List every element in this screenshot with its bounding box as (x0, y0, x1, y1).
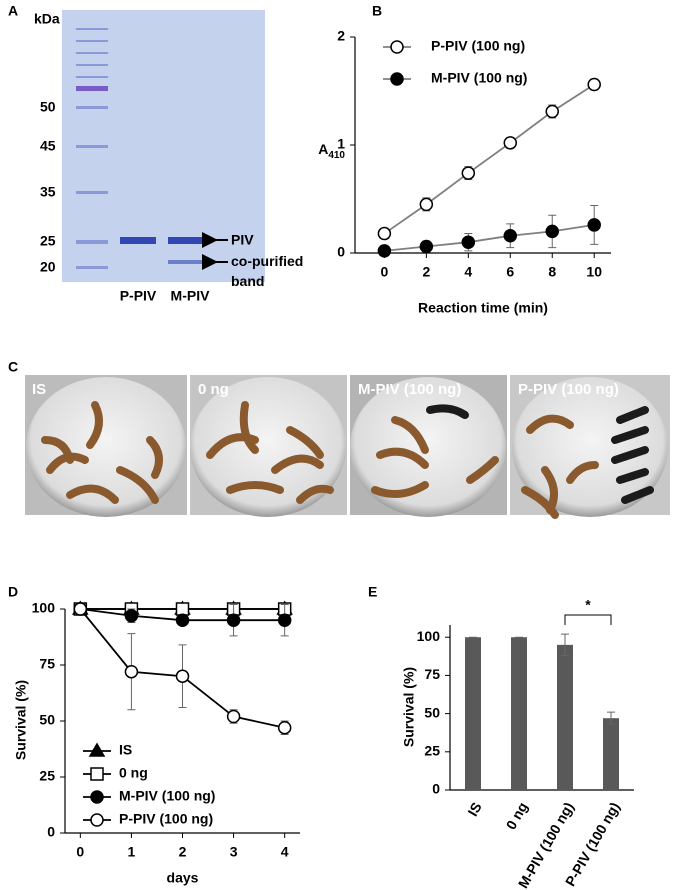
x-tick-label: 1 (128, 844, 136, 860)
y-tick-label: 1 (337, 136, 345, 152)
marker (587, 218, 601, 232)
marker (377, 226, 392, 241)
marker (419, 197, 434, 212)
y-axis-title: Survival (%) (13, 680, 29, 760)
marker (277, 720, 292, 735)
panel-letter: B (372, 3, 382, 19)
legend-label: M-PIV (100 ng) (431, 70, 527, 86)
photo-strip (25, 375, 670, 519)
bar (557, 644, 573, 790)
marker (175, 613, 190, 627)
legend-marker (390, 40, 404, 54)
marker (419, 239, 434, 254)
y-axis-title: A410 (318, 141, 345, 161)
lane-label: M-PIV (171, 288, 211, 304)
panel-letter: E (368, 584, 377, 600)
gel-unit: kDa (34, 11, 60, 27)
marker (73, 602, 88, 616)
marker (587, 77, 601, 92)
series-line (383, 83, 595, 235)
x-tick-label: 0 (76, 844, 84, 860)
significance-label: * (585, 597, 591, 613)
gel-marker: 25 (40, 233, 56, 249)
y-axis-title: Survival (%) (401, 667, 417, 747)
marker (226, 613, 241, 627)
marker (461, 166, 476, 180)
photo-label: M-PIV (100 ng) (358, 381, 461, 398)
photo-label: P-PIV (100 ng) (518, 381, 619, 398)
y-tick-label: 75 (424, 666, 440, 682)
legend-marker (90, 790, 104, 804)
marker (226, 709, 241, 724)
y-tick-label: 100 (417, 628, 441, 644)
marker (175, 602, 190, 616)
panel-letter: A (8, 3, 18, 19)
y-tick-label: 25 (424, 743, 440, 759)
x-tick-label: 8 (548, 264, 556, 280)
x-tick-label: 4 (464, 264, 472, 280)
y-axis-title-sub: 410 (328, 150, 345, 161)
marker (124, 664, 139, 679)
gel-marker: 50 (40, 99, 56, 115)
marker (377, 244, 392, 258)
bar (465, 637, 481, 790)
panel-letter: D (8, 584, 18, 600)
error-bar (561, 633, 569, 657)
x-tick-label: 2 (179, 844, 187, 860)
legend-marker (90, 813, 104, 827)
y-tick-label: 0 (47, 824, 55, 840)
legend-marker (390, 72, 404, 86)
gel-marker: 45 (40, 138, 56, 154)
legend-marker (88, 742, 106, 757)
marker (277, 613, 292, 627)
photo-label: IS (32, 381, 46, 398)
bar (603, 718, 619, 790)
marker (503, 136, 518, 150)
marker (124, 608, 139, 623)
marker (175, 669, 190, 683)
band-label: co-purified band (231, 253, 303, 289)
x-tick-label: 4 (281, 844, 289, 860)
marker (545, 224, 559, 239)
legend-marker (90, 767, 104, 781)
error-bar (607, 711, 615, 725)
band-label: PIV (231, 232, 254, 248)
legend-label: P-PIV (100 ng) (431, 38, 525, 54)
y-tick-label: 25 (39, 768, 55, 784)
y-tick-label: 100 (32, 600, 56, 616)
x-tick-label: 0 (380, 264, 388, 280)
gel-marker: 20 (40, 259, 56, 275)
marker (503, 228, 518, 243)
y-tick-label: 75 (39, 656, 55, 672)
x-tick-label: 10 (586, 264, 602, 280)
gel-marker: 35 (40, 184, 56, 200)
legend-label: 0 ng (119, 765, 148, 781)
x-tick-label: 6 (506, 264, 514, 280)
lane-label: P-PIV (120, 288, 157, 304)
x-tick-label: IS (464, 799, 484, 818)
panel-letter: C (8, 359, 18, 375)
x-tick-label: 2 (422, 264, 430, 280)
x-tick-label: 0 ng (503, 799, 531, 832)
legend-label: IS (119, 742, 132, 758)
y-axis-title-main: A (318, 141, 328, 157)
x-tick-label: 3 (230, 844, 238, 860)
marker (461, 235, 476, 249)
significance-bracket (564, 614, 612, 625)
x-axis-title: Reaction time (min) (418, 300, 548, 316)
x-axis-title: days (167, 870, 199, 886)
y-tick-label: 0 (337, 244, 345, 260)
y-tick-label: 50 (424, 704, 440, 720)
y-tick-label: 0 (432, 781, 440, 797)
marker (545, 104, 559, 119)
series-line (384, 224, 595, 252)
photo-label: 0 ng (198, 381, 229, 398)
y-tick-label: 2 (337, 28, 345, 44)
bar (511, 637, 527, 790)
y-tick-label: 50 (39, 712, 55, 728)
legend-label: P-PIV (100 ng) (119, 811, 213, 827)
legend-label: M-PIV (100 ng) (119, 788, 215, 804)
gel-image (62, 10, 265, 282)
